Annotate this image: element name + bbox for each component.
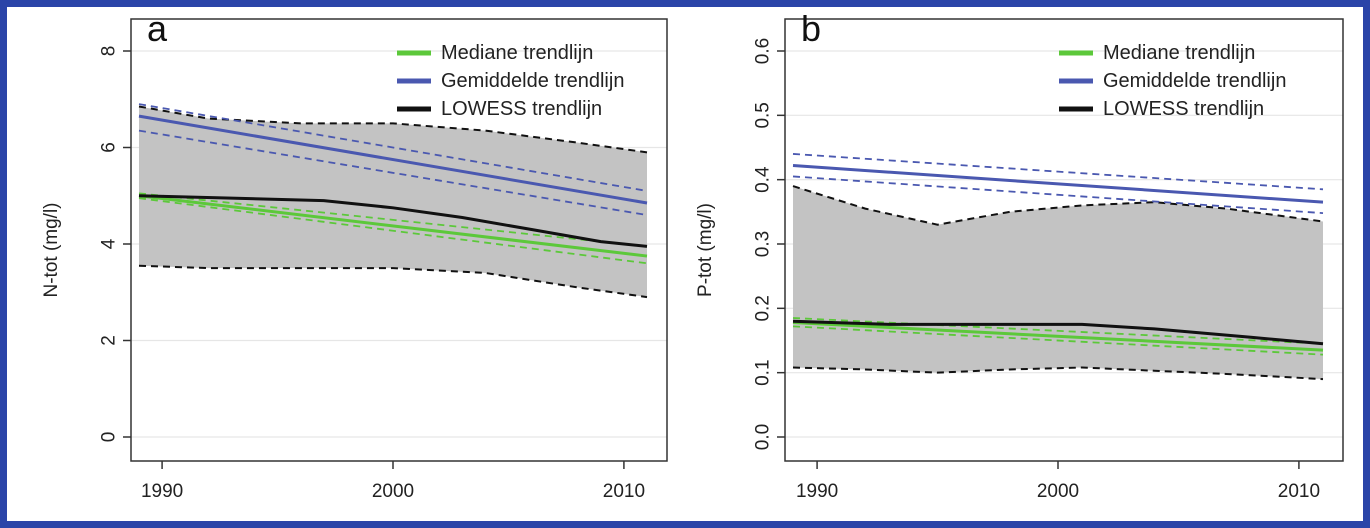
x-tick-label: 2000 <box>1037 481 1079 502</box>
y-tick-label: 0.4 <box>753 166 774 193</box>
legend-label: Mediane trendlijn <box>1103 42 1255 64</box>
series-median-ci-upper-line <box>792 317 1324 345</box>
y-axis-title: N-tot (mg/l) <box>41 203 62 298</box>
series-lowess-line <box>792 319 1324 346</box>
x-tick-label: 1990 <box>141 481 183 502</box>
plot-box <box>784 18 1344 462</box>
y-tick-label: 0.1 <box>753 359 774 385</box>
x-tick-label: 2010 <box>603 481 645 502</box>
y-tick-label: 8 <box>99 46 120 57</box>
x-tick-label: 2010 <box>1278 481 1320 502</box>
y-tick-label: 0.3 <box>753 231 774 257</box>
series-mean-ci-lower-line <box>138 129 648 216</box>
chart-canvas: 0 2 4 6 8 1990 2000 2010 N-tot (mg/l) a Mediane tr… <box>41 8 1344 502</box>
x-tick-label: 2000 <box>372 481 414 502</box>
confidence-band <box>793 186 1323 380</box>
series-median-line <box>138 194 648 258</box>
panel-label: a <box>147 8 168 49</box>
band-upper-dashed-line <box>138 105 648 154</box>
series-median-ci-lower-line <box>138 197 648 265</box>
legend-label: LOWESS trendlijn <box>441 98 602 120</box>
series-median-ci-lower-line <box>792 325 1324 356</box>
confidence-band <box>139 106 647 298</box>
y-tick-label: 6 <box>99 142 120 153</box>
legend-label: LOWESS trendlijn <box>1103 98 1264 120</box>
panel-label: b <box>801 8 821 49</box>
series-mean-ci-upper-line <box>792 153 1324 191</box>
y-tick-label: 0.2 <box>753 295 774 321</box>
series-mean-line <box>792 164 1324 204</box>
legend-label: Gemiddelde trendlijn <box>441 70 624 92</box>
y-tick-label: 0 <box>99 432 120 443</box>
band-lower-dashed-line <box>792 366 1324 381</box>
plot-box <box>130 18 668 462</box>
y-tick-label: 0.5 <box>753 102 774 128</box>
legend-label: Gemiddelde trendlijn <box>1103 70 1286 92</box>
series-mean-line <box>138 114 648 205</box>
band-upper-dashed-line <box>792 185 1324 226</box>
series-median-line <box>792 320 1324 352</box>
y-tick-label: 0.0 <box>753 424 774 450</box>
legend-label: Mediane trendlijn <box>441 42 593 64</box>
series-mean-ci-lower-line <box>792 175 1324 215</box>
panel-b: 0.0 0.1 0.2 0.3 0.4 0.5 0.6 1990 2000 2010 P-tot (… <box>695 8 1344 502</box>
series-median-ci-upper-line <box>138 192 648 248</box>
y-tick-label: 4 <box>99 238 120 249</box>
figure-frame: 0 2 4 6 8 1990 2000 2010 N-tot (mg/l) a Mediane tr… <box>7 7 1363 521</box>
panel-a: 0 2 4 6 8 1990 2000 2010 N-tot (mg/l) a Mediane tr… <box>41 8 668 502</box>
series-lowess-line <box>138 194 648 248</box>
y-tick-label: 0.6 <box>753 38 774 64</box>
y-axis-title: P-tot (mg/l) <box>695 203 716 297</box>
x-tick-label: 1990 <box>796 481 838 502</box>
series-mean-ci-upper-line <box>138 103 648 192</box>
band-lower-dashed-line <box>138 264 648 299</box>
y-tick-label: 2 <box>99 335 120 346</box>
